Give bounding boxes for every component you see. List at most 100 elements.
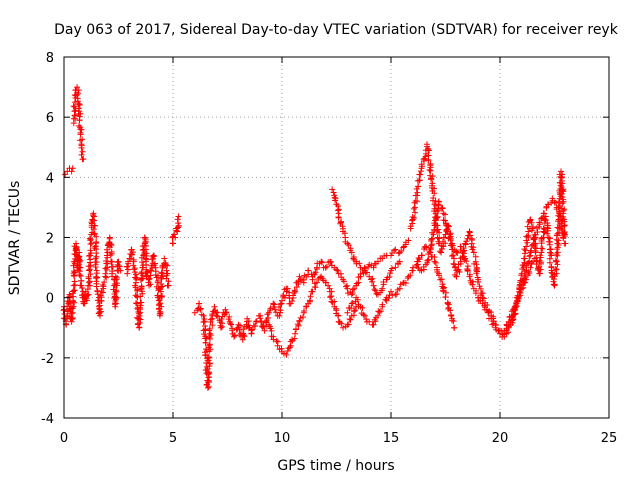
data-point [211, 303, 218, 310]
data-point [92, 263, 99, 270]
data-point [550, 281, 557, 288]
data-point [442, 221, 449, 228]
data-point [329, 186, 336, 193]
data-point [429, 173, 436, 180]
data-point [204, 384, 211, 391]
data-point [335, 312, 342, 319]
data-point [544, 230, 551, 237]
data-point [525, 268, 532, 275]
data-point [226, 318, 233, 325]
data-point [359, 304, 366, 311]
data-point [389, 292, 396, 299]
data-point [273, 338, 280, 345]
data-point [398, 247, 405, 254]
data-point [249, 326, 256, 333]
data-point [157, 300, 164, 307]
data-point [206, 360, 213, 367]
data-point [412, 209, 419, 216]
data-point [434, 234, 441, 241]
data-point [79, 285, 86, 292]
data-point [207, 316, 214, 323]
data-point [259, 324, 266, 331]
data-point [536, 257, 543, 264]
data-point [472, 290, 479, 297]
data-point [393, 290, 400, 297]
data-point [385, 295, 392, 302]
data-point [534, 229, 541, 236]
data-point [370, 282, 377, 289]
data-point [527, 216, 534, 223]
data-point [138, 299, 145, 306]
data-point [546, 238, 553, 245]
data-point [402, 280, 409, 287]
x-tick-label: 5 [169, 431, 177, 446]
data-point [469, 246, 476, 253]
data-point [132, 284, 139, 291]
data-point [344, 309, 351, 316]
data-point [328, 293, 335, 300]
data-point [268, 327, 275, 334]
data-point [554, 240, 561, 247]
data-point [124, 270, 131, 277]
data-point [200, 312, 207, 319]
data-point [223, 309, 230, 316]
data-point [86, 266, 93, 273]
data-point [377, 308, 384, 315]
data-point [71, 287, 78, 294]
data-point [547, 249, 554, 256]
data-point [532, 249, 539, 256]
data-point [366, 318, 373, 325]
y-tick-label: 0 [46, 292, 54, 307]
data-point [322, 264, 329, 271]
data-point [432, 259, 439, 266]
data-point [442, 240, 449, 247]
data-point [136, 304, 143, 311]
data-point [159, 270, 166, 277]
data-point [387, 270, 394, 277]
data-point [157, 310, 164, 317]
data-point [431, 220, 438, 227]
data-point [341, 278, 348, 285]
data-point [175, 213, 182, 220]
data-point [352, 307, 359, 314]
data-point [325, 282, 332, 289]
data-point [138, 269, 145, 276]
data-point [348, 249, 355, 256]
data-point [344, 285, 351, 292]
data-point [272, 306, 279, 313]
data-point [274, 342, 281, 349]
data-point [337, 219, 344, 226]
data-point [388, 265, 395, 272]
data-point [553, 258, 560, 265]
data-point [77, 257, 84, 264]
data-point [280, 292, 287, 299]
data-point [501, 333, 508, 340]
data-point [136, 319, 143, 326]
data-point [334, 207, 341, 214]
data-point [444, 300, 451, 307]
data-point [303, 303, 310, 310]
data-point [327, 294, 334, 301]
data-point [60, 307, 67, 314]
data-point [505, 329, 512, 336]
data-point [207, 332, 214, 339]
data-point [275, 304, 282, 311]
data-point [334, 267, 341, 274]
data-point [480, 295, 487, 302]
data-point [265, 315, 272, 322]
data-point [428, 176, 435, 183]
data-point [103, 258, 110, 265]
data-point [539, 245, 546, 252]
data-point [79, 156, 86, 163]
data-point [415, 183, 422, 190]
data-point [354, 296, 361, 303]
data-point [299, 314, 306, 321]
data-point [467, 232, 474, 239]
data-point [435, 198, 442, 205]
data-point [556, 209, 563, 216]
data-point [236, 326, 243, 333]
data-point [277, 307, 284, 314]
data-point [388, 252, 394, 259]
data-point [355, 279, 362, 286]
data-point [161, 255, 168, 262]
